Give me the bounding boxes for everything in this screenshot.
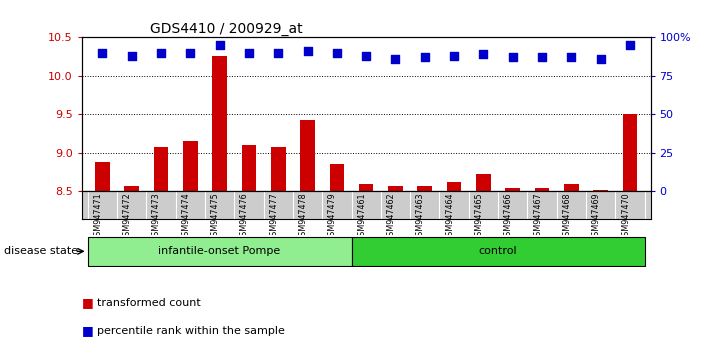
Bar xyxy=(388,186,403,192)
Text: GSM947477: GSM947477 xyxy=(269,192,278,241)
Point xyxy=(185,50,196,56)
Text: GSM947469: GSM947469 xyxy=(592,192,601,241)
Point xyxy=(331,50,343,56)
Text: GSM947464: GSM947464 xyxy=(445,192,454,241)
Point xyxy=(536,55,547,60)
Bar xyxy=(359,184,373,192)
Bar xyxy=(351,237,645,266)
Text: infantile-onset Pompe: infantile-onset Pompe xyxy=(159,246,281,256)
Text: ■: ■ xyxy=(82,296,94,309)
Text: GSM947463: GSM947463 xyxy=(416,192,424,241)
Bar xyxy=(506,188,520,192)
Text: GSM947461: GSM947461 xyxy=(357,192,366,241)
Text: GSM947468: GSM947468 xyxy=(562,192,572,241)
Bar xyxy=(329,165,344,192)
Text: percentile rank within the sample: percentile rank within the sample xyxy=(97,326,285,336)
Bar xyxy=(623,114,637,192)
Bar xyxy=(242,145,256,192)
Text: GSM947462: GSM947462 xyxy=(387,192,395,241)
Bar xyxy=(564,184,579,192)
Bar xyxy=(154,147,169,192)
Bar xyxy=(417,186,432,192)
Text: GSM947470: GSM947470 xyxy=(621,192,630,241)
Point xyxy=(272,50,284,56)
Point xyxy=(126,53,137,58)
Text: transformed count: transformed count xyxy=(97,298,201,308)
Text: control: control xyxy=(479,246,518,256)
Text: GSM947475: GSM947475 xyxy=(210,192,220,241)
Point xyxy=(97,50,108,56)
Point xyxy=(390,56,401,62)
Point xyxy=(595,56,606,62)
Text: GSM947471: GSM947471 xyxy=(93,192,102,241)
Text: GSM947467: GSM947467 xyxy=(533,192,542,241)
Text: GSM947473: GSM947473 xyxy=(152,192,161,241)
Point xyxy=(155,50,166,56)
Bar xyxy=(447,182,461,192)
Bar xyxy=(183,141,198,192)
Bar xyxy=(535,188,550,192)
Point xyxy=(624,42,636,48)
Point xyxy=(243,50,255,56)
Text: GDS4410 / 200929_at: GDS4410 / 200929_at xyxy=(150,22,303,36)
Point xyxy=(302,48,314,54)
Bar xyxy=(87,237,351,266)
Text: GSM947466: GSM947466 xyxy=(504,192,513,241)
Point xyxy=(360,53,372,58)
Bar xyxy=(271,148,286,192)
Text: GSM947479: GSM947479 xyxy=(328,192,337,241)
Point xyxy=(419,55,430,60)
Text: disease state: disease state xyxy=(4,246,77,256)
Point xyxy=(214,42,225,48)
Bar xyxy=(95,162,109,192)
Point xyxy=(478,51,489,57)
Bar xyxy=(124,186,139,192)
Text: GSM947472: GSM947472 xyxy=(122,192,132,241)
Text: ■: ■ xyxy=(82,325,94,337)
Bar xyxy=(594,190,608,192)
Text: GSM947476: GSM947476 xyxy=(240,192,249,241)
Text: GSM947478: GSM947478 xyxy=(299,192,308,241)
Bar xyxy=(213,56,227,192)
Point xyxy=(507,55,518,60)
Text: GSM947465: GSM947465 xyxy=(474,192,483,241)
Point xyxy=(449,53,460,58)
Point xyxy=(566,55,577,60)
Text: GSM947474: GSM947474 xyxy=(181,192,191,241)
Bar xyxy=(300,120,315,192)
Bar xyxy=(476,175,491,192)
